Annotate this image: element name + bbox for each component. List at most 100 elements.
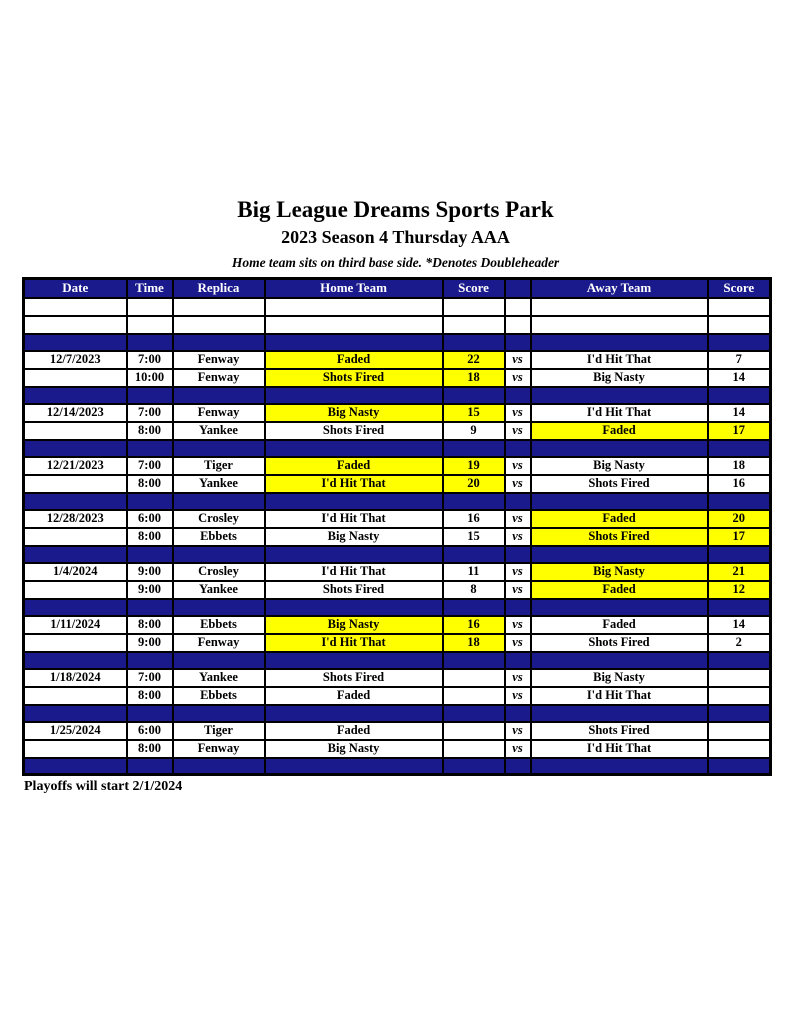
separator-cell [263, 438, 444, 458]
date-cell: 1/25/2024 [22, 720, 128, 741]
separator-cell [263, 544, 444, 564]
separator-cell [529, 544, 709, 564]
home-score-cell [441, 720, 506, 741]
separator-cell [706, 650, 772, 670]
vs-label: vs [503, 455, 532, 476]
vs-label: vs [503, 614, 532, 635]
separator-cell [22, 544, 128, 564]
separator-cell [441, 438, 506, 458]
home-team-cell: I'd Hit That [263, 632, 444, 653]
time-cell: 6:00 [125, 720, 174, 741]
separator-cell [706, 332, 772, 352]
game-row: 8:00 Ebbets Big Nasty 15 vs Shots Fired 17 [22, 526, 772, 547]
separator-cell [22, 703, 128, 723]
time-cell: 8:00 [125, 420, 174, 441]
separator-cell [125, 597, 174, 617]
game-row: 9:00 Yankee Shots Fired 8 vs Faded 12 [22, 579, 772, 600]
empty-cell [22, 314, 128, 335]
vs-label: vs [503, 579, 532, 600]
away-score-cell: 16 [706, 473, 772, 494]
home-team-cell: Shots Fired [263, 579, 444, 600]
date-cell [22, 420, 128, 441]
away-score-cell: 14 [706, 614, 772, 635]
replica-cell: Yankee [171, 473, 266, 494]
separator-cell [503, 491, 532, 511]
column-header-home-team: Home Team [263, 277, 444, 299]
separator-cell [263, 491, 444, 511]
playoffs-note: Playoffs will start 2/1/2024 [24, 779, 183, 794]
separator-cell [22, 438, 128, 458]
away-team-cell: I'd Hit That [529, 685, 709, 706]
away-team-cell: Faded [529, 420, 709, 441]
time-cell: 8:00 [125, 473, 174, 494]
replica-cell: Yankee [171, 579, 266, 600]
replica-cell: Yankee [171, 667, 266, 688]
home-score-cell [441, 738, 506, 759]
away-team-cell: Big Nasty [529, 455, 709, 476]
time-cell: 8:00 [125, 526, 174, 547]
separator-cell [171, 332, 266, 352]
game-row: 1/25/2024 6:00 Tiger Faded vs Shots Fired [22, 720, 772, 741]
separator-cell [441, 544, 506, 564]
away-score-cell: 14 [706, 367, 772, 388]
home-team-cell: Faded [263, 720, 444, 741]
separator-row [22, 332, 772, 352]
time-cell: 7:00 [125, 455, 174, 476]
time-cell: 7:00 [125, 349, 174, 370]
separator-cell [263, 756, 444, 776]
date-cell: 12/14/2023 [22, 402, 128, 423]
home-team-cell: Shots Fired [263, 367, 444, 388]
vs-label: vs [503, 667, 532, 688]
separator-row [22, 703, 772, 723]
away-score-cell: 14 [706, 402, 772, 423]
replica-cell: Fenway [171, 349, 266, 370]
separator-row [22, 491, 772, 511]
game-row: 8:00 Ebbets Faded vs I'd Hit That [22, 685, 772, 706]
away-team-cell: Faded [529, 508, 709, 529]
home-score-cell: 18 [441, 632, 506, 653]
home-score-cell: 18 [441, 367, 506, 388]
empty-cell [125, 314, 174, 335]
separator-cell [441, 597, 506, 617]
home-team-cell: Faded [263, 455, 444, 476]
separator-cell [529, 438, 709, 458]
home-score-cell: 20 [441, 473, 506, 494]
empty-cell [503, 296, 532, 317]
empty-cell [441, 296, 506, 317]
vs-label: vs [503, 720, 532, 741]
date-cell [22, 738, 128, 759]
home-team-cell: Big Nasty [263, 402, 444, 423]
away-team-cell: Shots Fired [529, 473, 709, 494]
date-cell: 12/28/2023 [22, 508, 128, 529]
column-header-time: Time [125, 277, 174, 299]
home-team-cell: Big Nasty [263, 526, 444, 547]
separator-cell [263, 597, 444, 617]
separator-cell [441, 650, 506, 670]
away-team-cell: Shots Fired [529, 632, 709, 653]
separator-cell [125, 491, 174, 511]
separator-cell [125, 756, 174, 776]
separator-cell [263, 703, 444, 723]
separator-cell [263, 650, 444, 670]
separator-cell [441, 756, 506, 776]
game-row: 12/28/2023 6:00 Crosley I'd Hit That 16 vs Fad… [22, 508, 772, 529]
replica-cell: Fenway [171, 738, 266, 759]
separator-cell [22, 491, 128, 511]
separator-cell [529, 650, 709, 670]
separator-cell [706, 544, 772, 564]
empty-cell [263, 296, 444, 317]
separator-cell [171, 544, 266, 564]
separator-cell [503, 438, 532, 458]
separator-cell [263, 385, 444, 405]
away-score-cell: 2 [706, 632, 772, 653]
away-score-cell [706, 667, 772, 688]
away-team-cell: Shots Fired [529, 720, 709, 741]
separator-cell [529, 756, 709, 776]
date-cell [22, 473, 128, 494]
separator-cell [706, 703, 772, 723]
separator-cell [171, 756, 266, 776]
separator-cell [22, 332, 128, 352]
separator-cell [503, 703, 532, 723]
page-subtitle: 2023 Season 4 Thursday AAA [281, 227, 510, 247]
